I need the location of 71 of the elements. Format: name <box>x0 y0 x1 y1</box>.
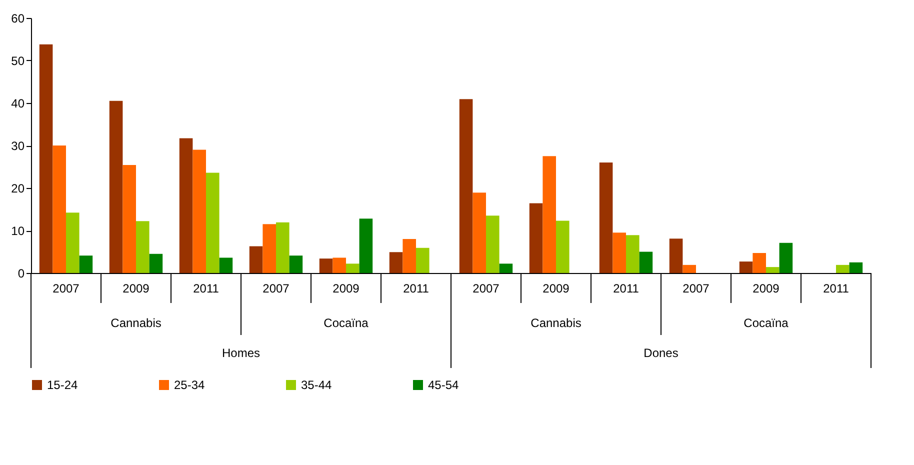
text: Cannabis <box>530 316 582 330</box>
bar <box>779 242 793 273</box>
bar <box>739 262 753 273</box>
y-tick-label: 0 <box>18 266 25 280</box>
bar <box>319 258 333 273</box>
x-tick-label: 2011 <box>613 282 640 296</box>
bar <box>766 267 780 273</box>
x-tick-label: 2007 <box>262 282 290 296</box>
x-tick-label: 2011 <box>403 282 430 296</box>
bar <box>472 192 486 273</box>
y-tick-label: 10 <box>11 224 25 238</box>
x-tick-label: 2007 <box>52 282 80 296</box>
bar <box>542 156 556 273</box>
bar <box>626 235 640 273</box>
bar <box>359 218 373 273</box>
legend-label: 15-24 <box>47 378 78 392</box>
bar <box>682 264 696 273</box>
bar <box>289 256 303 273</box>
bar <box>136 221 150 273</box>
y-tick-label: 30 <box>11 139 25 153</box>
bar <box>219 258 233 273</box>
y-tick-label: 40 <box>11 96 25 110</box>
text: Cocaïna <box>744 316 789 330</box>
bar <box>389 252 403 273</box>
bar <box>402 239 416 273</box>
bar <box>486 216 500 273</box>
bar <box>66 212 80 273</box>
bar <box>529 203 543 273</box>
legend-label: 35-44 <box>301 378 332 392</box>
bar <box>79 256 93 273</box>
x-tick-label: 2011 <box>823 282 850 296</box>
legend-label: 45-54 <box>428 378 460 392</box>
legend-label: 25-34 <box>174 378 206 392</box>
bar <box>639 252 653 273</box>
x-tick-label: 2009 <box>122 282 150 296</box>
x-tick-label: 2009 <box>332 282 360 296</box>
text: Cocaïna <box>324 316 369 330</box>
x-tick-label: 2009 <box>542 282 570 296</box>
bar <box>122 165 136 273</box>
bar <box>836 264 850 273</box>
bar <box>262 224 276 273</box>
y-tick-label: 20 <box>11 182 25 196</box>
bar <box>416 248 430 273</box>
bar <box>669 238 683 273</box>
bar <box>109 100 123 273</box>
x-tick-label: 2009 <box>752 282 780 296</box>
bar <box>612 232 626 273</box>
bar <box>599 162 613 273</box>
bar <box>276 222 290 273</box>
bar <box>206 172 220 273</box>
bar <box>149 254 163 273</box>
y-tick-label: 60 <box>11 12 25 26</box>
bar <box>192 150 206 273</box>
bar <box>332 258 346 273</box>
bar <box>249 246 263 273</box>
bar <box>752 253 766 273</box>
x-tick-label: 2007 <box>472 282 500 296</box>
bar <box>556 220 570 273</box>
bar <box>39 44 53 273</box>
text: Homes <box>222 346 260 360</box>
bar <box>52 146 66 273</box>
bar <box>459 99 473 273</box>
y-tick-label: 50 <box>11 54 25 68</box>
bar <box>346 264 360 273</box>
x-tick-label: 2011 <box>193 282 220 296</box>
bar <box>179 138 193 273</box>
bar <box>499 264 513 273</box>
text: Cannabis <box>110 316 162 330</box>
text: Dones <box>644 346 678 360</box>
bar <box>849 262 863 273</box>
x-tick-label: 2007 <box>682 282 710 296</box>
